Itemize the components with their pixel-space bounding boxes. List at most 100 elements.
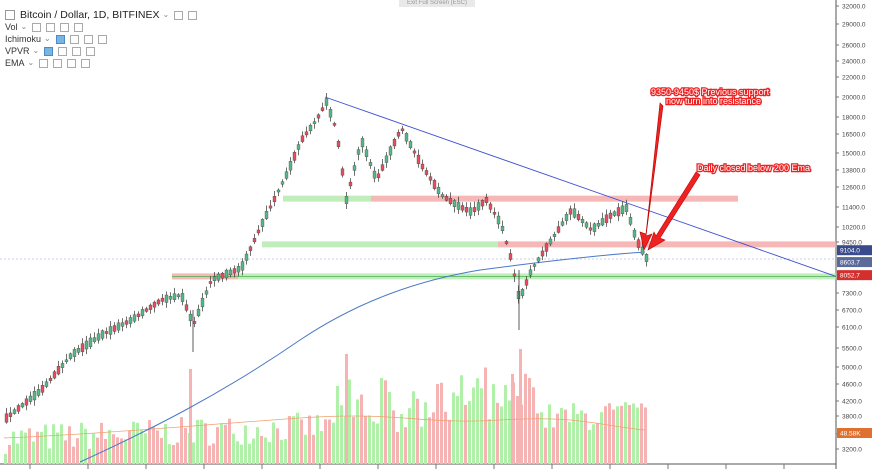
volume-bar (532, 387, 535, 464)
zone-support (283, 195, 371, 202)
candle-body (136, 313, 141, 317)
candle-body (552, 234, 557, 237)
volume-bar (72, 446, 75, 464)
legend-indicator-vol[interactable]: Vol ⌄ (5, 21, 197, 33)
candle-body (440, 194, 445, 198)
volume-bar (572, 403, 575, 464)
volume-bar (92, 433, 95, 464)
volume-bar (124, 439, 127, 464)
volume-bar (240, 444, 243, 464)
candle-body (196, 308, 201, 317)
candle-body (456, 202, 461, 210)
eye-icon[interactable] (174, 10, 184, 20)
candle-body (332, 123, 337, 126)
volume-bar (360, 394, 363, 464)
candle-body (500, 225, 505, 232)
candle-body (328, 109, 333, 118)
chevron-down-icon[interactable]: ⌄ (32, 46, 40, 55)
candle-body (80, 343, 85, 352)
candle-body (268, 205, 273, 209)
volume-bar (288, 416, 291, 464)
legend-indicator-vpvr[interactable]: VPVR ⌄ (5, 45, 197, 57)
settings-icon[interactable] (58, 46, 68, 56)
zone-resistance (498, 241, 836, 248)
collapse-icon[interactable] (5, 10, 15, 20)
candle-body (160, 297, 165, 302)
volume-bar (584, 413, 587, 464)
more-icon[interactable] (67, 58, 77, 68)
eye-icon[interactable] (32, 22, 42, 32)
eye-icon[interactable] (44, 46, 54, 56)
candle-body (548, 238, 553, 245)
volume-bar (576, 414, 579, 464)
chevron-down-icon[interactable]: ⌄ (20, 22, 28, 31)
volume-bar (500, 406, 503, 464)
candle-body (28, 395, 33, 402)
candle-body (44, 381, 49, 387)
candle-body (256, 229, 261, 234)
candle-body (20, 403, 25, 408)
legend-indicator-ema[interactable]: EMA ⌄ (5, 57, 197, 69)
y-tick-label: 24000.0 (842, 59, 866, 66)
price-label-box (837, 257, 872, 268)
candle-body (108, 326, 113, 335)
candle-body (284, 171, 289, 179)
settings-icon[interactable] (53, 58, 63, 68)
price-label-box (837, 270, 872, 281)
y-tick-label: 6100.0 (842, 325, 862, 332)
candle-body (428, 176, 433, 181)
volume-bar (496, 402, 499, 464)
close-icon[interactable] (74, 22, 84, 32)
candle-body (436, 186, 441, 195)
candle-body (304, 131, 309, 136)
candle-body (124, 320, 129, 325)
candle-body (540, 250, 545, 257)
more-icon[interactable] (83, 34, 93, 44)
eye-icon[interactable] (55, 34, 65, 44)
volume-bar (588, 429, 591, 464)
volume-bar (208, 445, 211, 464)
volume-bar (428, 417, 431, 464)
legend: Bitcoin / Dollar, 1D, BITFINEX ⌄ Vol ⌄ I… (5, 9, 198, 69)
chevron-down-icon[interactable]: ⌄ (27, 58, 35, 67)
settings-icon[interactable] (188, 10, 198, 20)
volume-bar (88, 448, 91, 464)
exit-fullscreen-hint[interactable]: Exit Full Screen (ESC) (399, 0, 475, 7)
candle-body (340, 168, 345, 176)
volume-bar (504, 385, 507, 464)
candle-body (288, 161, 293, 171)
candle-body (480, 200, 485, 207)
volume-bar (28, 428, 31, 464)
legend-indicator-ichimoku[interactable]: Ichimoku ⌄ (5, 33, 197, 45)
volume-bar (48, 448, 51, 464)
volume-bar (104, 439, 107, 464)
volume-bar (144, 433, 147, 464)
volume-bar (164, 423, 167, 464)
close-icon[interactable] (97, 34, 107, 44)
price-label: 8052.7 (840, 273, 860, 280)
close-icon[interactable] (81, 58, 91, 68)
eye-icon[interactable] (39, 58, 49, 68)
more-icon[interactable] (60, 22, 70, 32)
candle-body (148, 304, 153, 310)
chevron-down-icon[interactable]: ⌄ (44, 34, 51, 43)
chevron-down-icon[interactable]: ⌄ (162, 10, 170, 19)
close-icon[interactable] (86, 46, 96, 56)
settings-icon[interactable] (69, 34, 79, 44)
volume-bar (636, 407, 639, 464)
candle-body (532, 264, 537, 267)
more-icon[interactable] (72, 46, 82, 56)
candle-body (116, 322, 121, 331)
legend-title-row[interactable]: Bitcoin / Dollar, 1D, BITFINEX ⌄ (5, 9, 198, 21)
volume-bar (108, 429, 111, 464)
settings-icon[interactable] (46, 22, 56, 32)
candle-body (396, 132, 401, 137)
candle-body (88, 337, 93, 347)
volume-bar (424, 402, 427, 464)
volume-bar (172, 445, 175, 464)
volume-bar (328, 419, 331, 464)
y-tick-label: 5500.0 (842, 346, 862, 353)
volume-bar (560, 407, 563, 464)
candle-body (452, 200, 457, 208)
